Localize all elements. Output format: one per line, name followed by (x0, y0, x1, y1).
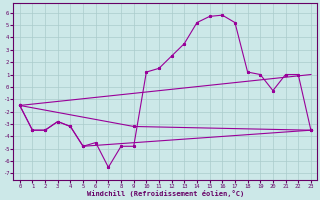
X-axis label: Windchill (Refroidissement éolien,°C): Windchill (Refroidissement éolien,°C) (87, 190, 244, 197)
